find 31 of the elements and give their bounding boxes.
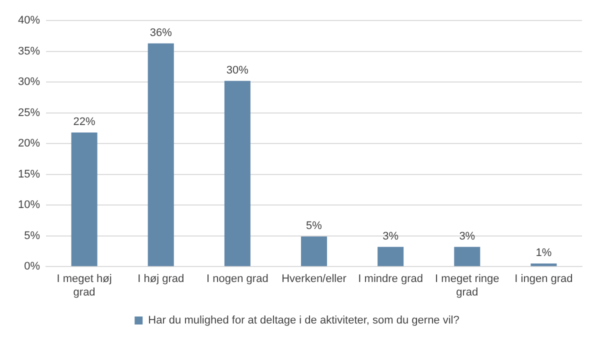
- bar: [530, 264, 557, 266]
- data-label: 22%: [73, 116, 96, 128]
- x-tick-label: I meget ringe grad: [435, 273, 500, 298]
- y-tick-label: 35%: [18, 45, 40, 58]
- bar: [224, 80, 250, 266]
- data-label: 5%: [306, 220, 322, 232]
- x-tick-label: I ingen grad: [514, 273, 573, 286]
- x-tick-label: Hverken/eller: [282, 273, 347, 286]
- y-tick-label: 25%: [18, 106, 40, 119]
- x-tick-label: I høj grad: [138, 273, 184, 286]
- x-tick-label: I mindre grad: [358, 273, 423, 286]
- data-label: 36%: [150, 26, 172, 39]
- bar: [71, 132, 98, 266]
- y-tick-label: 5%: [24, 230, 40, 242]
- bar: [454, 246, 480, 266]
- y-tick-label: 0%: [24, 260, 40, 273]
- data-label: 3%: [459, 230, 476, 242]
- y-tick-label: 30%: [18, 76, 40, 88]
- bar: [148, 43, 174, 266]
- bar: [300, 236, 328, 266]
- x-tick-label: I nogen grad: [206, 273, 268, 286]
- y-tick-label: 15%: [18, 168, 40, 180]
- data-label: 1%: [536, 247, 552, 260]
- data-label: 30%: [226, 64, 249, 76]
- x-tick-label: I meget høj grad: [56, 273, 112, 298]
- data-label: 3%: [382, 230, 399, 242]
- legend-label: Har du mulighed for at deltage i de aktiviteter, som du gerne vil?: [148, 314, 460, 327]
- y-tick-label: 40%: [18, 14, 40, 27]
- y-tick-label: 20%: [18, 138, 40, 150]
- y-tick-label: 10%: [18, 199, 40, 212]
- bar: [378, 246, 404, 266]
